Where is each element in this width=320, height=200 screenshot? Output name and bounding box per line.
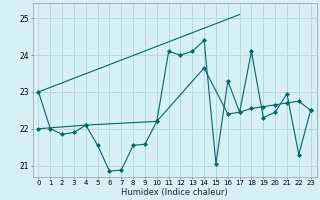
X-axis label: Humidex (Indice chaleur): Humidex (Indice chaleur) [121,188,228,197]
